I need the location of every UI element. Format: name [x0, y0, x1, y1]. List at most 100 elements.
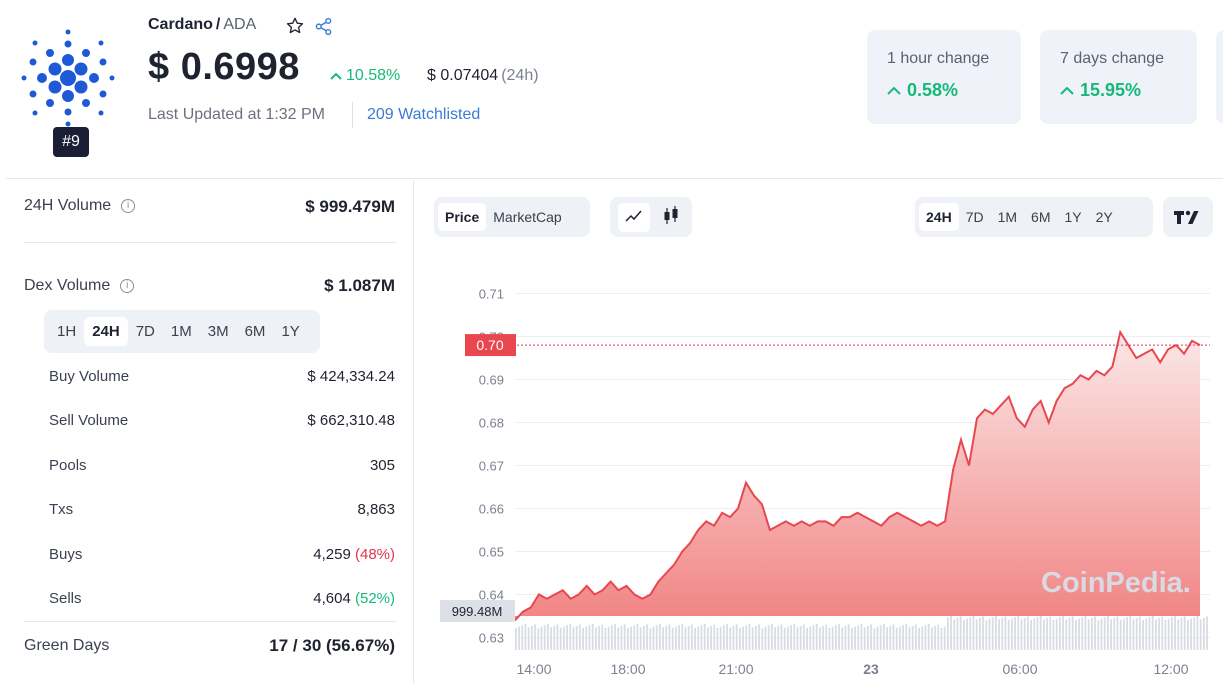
volume-bar [739, 628, 741, 650]
watchlisted-link[interactable]: 209 Watchlisted [367, 106, 481, 123]
candlestick-button[interactable] [658, 200, 684, 235]
volume-bar [870, 624, 872, 650]
period-24h[interactable]: 24H [84, 317, 128, 346]
volume-bar [1043, 619, 1045, 650]
period-1y[interactable]: 1Y [281, 323, 300, 340]
volume-bar [915, 624, 917, 650]
volume-bar [902, 625, 904, 650]
x-tick-label: 23 [863, 661, 879, 677]
candlestick-icon [664, 205, 678, 224]
volume-bar [719, 626, 722, 650]
period-1h[interactable]: 1H [57, 323, 77, 340]
volume-bar [1011, 618, 1013, 650]
info-icon[interactable]: i [120, 279, 135, 293]
volume-bar [1145, 618, 1148, 650]
volume-bar [793, 623, 796, 650]
volume-bar [1087, 619, 1090, 650]
volume-bar [531, 625, 533, 650]
tradingview-button[interactable] [1163, 197, 1213, 237]
volume-bar [780, 624, 783, 650]
volume-bar [956, 617, 959, 650]
volume-bar [1049, 616, 1052, 650]
volume-bar [1046, 617, 1048, 650]
volume-bar [771, 623, 773, 650]
buys-label: Buys [49, 546, 83, 563]
volume-bar [1193, 617, 1196, 650]
star-icon[interactable] [285, 16, 305, 36]
range-2y[interactable]: 2Y [1095, 209, 1113, 225]
volume-bar [966, 618, 968, 650]
tab-price[interactable]: Price [438, 203, 487, 231]
volume-bar [796, 627, 799, 650]
volume-bar [841, 627, 844, 650]
volume-bar [1206, 616, 1208, 650]
volume-bar [1167, 618, 1170, 650]
info-icon[interactable]: i [121, 199, 136, 213]
volume-bar [1103, 617, 1106, 650]
volume-bar [668, 624, 671, 650]
volume-bar [863, 627, 866, 650]
volume-bar [665, 625, 668, 650]
volume-bar [1151, 615, 1154, 650]
period-6m[interactable]: 6M [244, 323, 266, 340]
current-price-tag-bg [465, 334, 516, 357]
watermark: CoinPedia. [1041, 567, 1191, 599]
volume-bar [940, 628, 943, 650]
range-1m[interactable]: 1M [997, 209, 1018, 225]
volume-bar [591, 623, 594, 650]
volume-bar [879, 625, 882, 650]
range-1y[interactable]: 1Y [1064, 209, 1082, 225]
volume-bar [1196, 615, 1199, 650]
volume-bar [703, 623, 706, 650]
period-1m[interactable]: 1M [170, 323, 192, 340]
y-tick-label: 0.68 [479, 415, 504, 430]
volume-bar [1036, 617, 1039, 650]
arrow-up-icon [330, 72, 342, 80]
price-line [514, 329, 1201, 621]
volume-bar [1139, 616, 1141, 650]
current-volume-tag-bg [440, 600, 515, 622]
volume-bar [886, 627, 888, 650]
volume-bar [809, 626, 812, 650]
line-chart-button[interactable] [618, 202, 650, 232]
volume-bar [732, 625, 735, 650]
volume-bar [1014, 617, 1016, 650]
volume-bar [713, 624, 716, 650]
sells-percent: (52%) [354, 590, 395, 607]
y-tick-label: 0.69 [479, 372, 504, 387]
arrow-up-icon [887, 86, 901, 95]
volume-bar [1007, 620, 1010, 650]
volume-bar [748, 623, 751, 650]
volume-bar [611, 625, 613, 650]
volume-bar [844, 625, 847, 650]
volume-bar [1177, 619, 1180, 650]
volume-bar [678, 625, 680, 650]
volume-bar [1001, 617, 1004, 650]
volume-bar [735, 624, 738, 650]
volume-bar [895, 628, 898, 650]
volume-bar [540, 626, 543, 650]
volume-bar [1174, 615, 1176, 650]
coin-symbol: ADA [223, 16, 257, 33]
y-tick-label: 0.65 [479, 545, 504, 560]
volume-bar [671, 628, 674, 650]
line-chart-icon [625, 210, 642, 222]
volume-bar [716, 628, 719, 650]
range-24h[interactable]: 24H [919, 203, 959, 231]
seven-day-change-card: 7 days change 15.95% [1040, 30, 1197, 124]
volume-bar [1110, 619, 1112, 650]
share-icon[interactable] [314, 17, 333, 36]
volume-bar [790, 625, 792, 650]
volume-bar [1059, 617, 1061, 650]
period-7d[interactable]: 7D [135, 323, 155, 340]
price-chart[interactable]: 0.710.700.690.680.670.660.650.640.630.70… [430, 244, 1213, 684]
txs-label: Txs [49, 501, 74, 518]
period-3m[interactable]: 3M [207, 323, 229, 340]
range-7d[interactable]: 7D [965, 209, 984, 225]
range-6m[interactable]: 6M [1031, 209, 1051, 225]
volume-bar [617, 627, 620, 650]
tab-marketcap[interactable]: MarketCap [493, 209, 562, 225]
volume-bar [569, 623, 572, 650]
volume-bar [595, 627, 597, 650]
volume-bar [761, 628, 764, 650]
